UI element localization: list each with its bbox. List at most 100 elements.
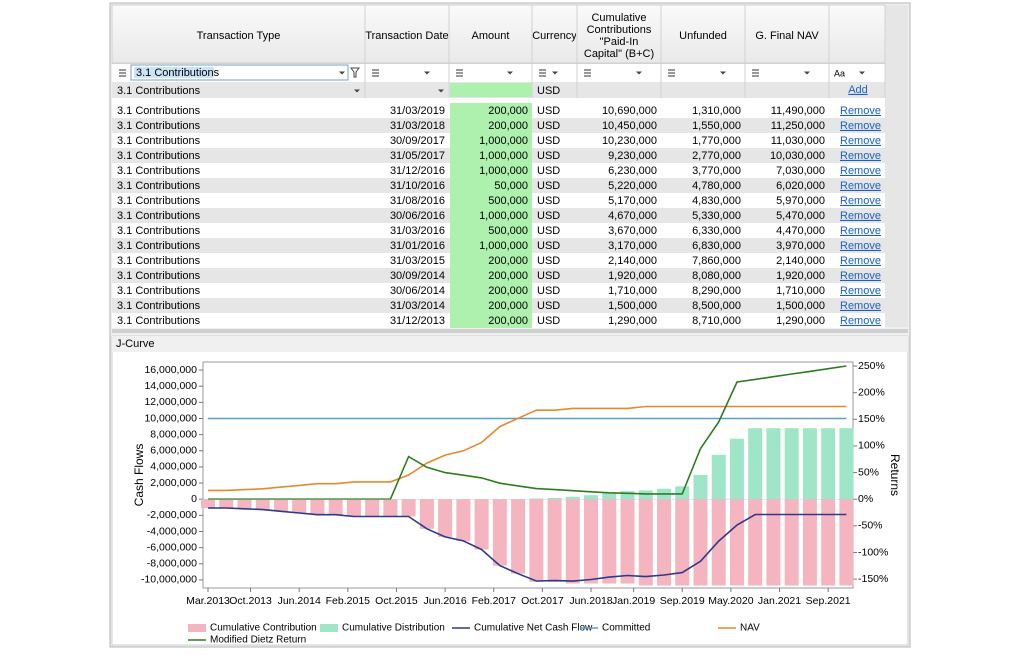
bar <box>602 492 617 500</box>
grid-cell: 3.1 Contributions <box>117 285 201 297</box>
grid-cell: 11,030,000 <box>771 135 825 147</box>
clear-filter-icon[interactable] <box>350 67 360 78</box>
bar <box>547 498 562 500</box>
y2-tick-label: 150% <box>858 413 885 425</box>
grid-cell: 31/03/2019 <box>390 105 445 117</box>
bar <box>584 495 599 500</box>
grid-cell: 9,230,000 <box>608 150 657 162</box>
x-tick-label: Oct.2015 <box>375 595 418 607</box>
bar <box>711 454 726 500</box>
grid-cell: 8,710,000 <box>692 315 741 327</box>
remove-link[interactable]: Remove <box>840 210 881 222</box>
bar <box>438 499 453 537</box>
grid-cell: 6,020,000 <box>776 180 825 192</box>
grid-cell: 50,000 <box>494 180 528 192</box>
bar <box>766 499 781 586</box>
remove-link[interactable]: Remove <box>840 270 881 282</box>
dropdown-arrow[interactable] <box>720 71 726 75</box>
bar <box>474 499 489 550</box>
remove-link[interactable]: Remove <box>840 300 881 312</box>
bar <box>802 499 817 586</box>
dropdown-arrow[interactable] <box>552 71 558 75</box>
line-series <box>208 507 847 582</box>
grid-cell: 3.1 Contributions <box>117 300 201 312</box>
dropdown-arrow[interactable] <box>339 71 345 75</box>
y-tick-label: 4,000,000 <box>150 461 197 473</box>
grid-cell: 200,000 <box>488 300 528 312</box>
dropdown-arrow[interactable] <box>424 71 430 75</box>
remove-link[interactable]: Remove <box>840 225 881 237</box>
remove-link[interactable]: Remove <box>840 195 881 207</box>
dropdown-arrow[interactable] <box>804 71 810 75</box>
grid-cell: 200,000 <box>488 105 528 117</box>
bar <box>346 499 361 517</box>
y2-tick-label: -50% <box>858 520 883 532</box>
grid-cell: 8,080,000 <box>692 270 741 282</box>
bar <box>456 499 471 541</box>
remove-link[interactable]: Remove <box>840 255 881 267</box>
x-tick-label: Oct.2013 <box>229 595 272 607</box>
bar <box>201 499 215 509</box>
remove-link[interactable]: Remove <box>840 240 881 252</box>
bar <box>729 438 744 500</box>
grid-cell: USD <box>537 240 560 252</box>
column-header: G. Final NAV <box>755 30 819 42</box>
grid-cell: USD <box>537 195 560 207</box>
grid-cell: 2,140,000 <box>776 255 825 267</box>
dropdown-arrow[interactable] <box>859 71 865 75</box>
bar <box>766 428 781 500</box>
legend-label: NAV <box>740 623 760 634</box>
column-header: Amount <box>472 30 510 42</box>
x-tick-label: Oct.2017 <box>521 595 564 607</box>
grid-cell: 1,770,000 <box>692 135 741 147</box>
add-link[interactable]: Add <box>848 84 868 96</box>
scrollbar[interactable] <box>885 5 908 327</box>
remove-link[interactable]: Remove <box>840 315 881 327</box>
x-tick-label: Sep.2021 <box>806 595 851 607</box>
y2-tick-label: 250% <box>858 360 885 372</box>
splitter[interactable] <box>112 329 908 333</box>
grid-cell: 1,920,000 <box>608 270 657 282</box>
grid-cell: 3.1 Contributions <box>117 135 201 147</box>
remove-link[interactable]: Remove <box>840 180 881 192</box>
remove-link[interactable]: Remove <box>840 135 881 147</box>
grid-cell: 30/06/2016 <box>390 210 445 222</box>
bar <box>748 428 763 500</box>
dropdown-arrow[interactable] <box>507 71 513 75</box>
remove-link[interactable]: Remove <box>840 285 881 297</box>
dropdown-arrow[interactable] <box>438 89 444 93</box>
bar <box>638 490 653 500</box>
amount-cell <box>450 313 532 328</box>
grid-cell: 1,710,000 <box>776 285 825 297</box>
grid-cell: 7,860,000 <box>692 255 741 267</box>
dropdown-arrow[interactable] <box>354 89 360 93</box>
grid-cell: USD <box>537 150 560 162</box>
remove-link[interactable]: Remove <box>840 165 881 177</box>
grid-cell: 2,140,000 <box>608 255 657 267</box>
legend-label: Cumulative Distribution <box>342 623 445 634</box>
y2-tick-label: -100% <box>858 546 888 558</box>
dropdown-arrow[interactable] <box>636 71 642 75</box>
grid-cell: 3.1 Contributions <box>117 210 201 222</box>
grid-cell: 31/12/2013 <box>390 315 445 327</box>
type-filter-text: 3.1 Contributions <box>136 67 220 79</box>
remove-link[interactable]: Remove <box>840 120 881 132</box>
grid-cell: 4,830,000 <box>692 195 741 207</box>
grid-cell: 1,000,000 <box>479 240 528 252</box>
grid-cell: 3,670,000 <box>608 225 657 237</box>
bar <box>693 475 708 500</box>
type-filter-selection <box>134 67 214 78</box>
grid-cell: USD <box>537 210 560 222</box>
grid-cell: 1,000,000 <box>479 210 528 222</box>
remove-link[interactable]: Remove <box>840 105 881 117</box>
grid-cell: 11,490,000 <box>771 105 825 117</box>
grid-cell: USD <box>537 285 560 297</box>
column-header: Transaction Date <box>365 30 448 42</box>
grid-cell: 30/06/2014 <box>390 285 445 297</box>
legend-label: Cumulative Contribution <box>210 623 317 634</box>
remove-link[interactable]: Remove <box>840 150 881 162</box>
grid-cell: 1,290,000 <box>608 315 657 327</box>
bar <box>839 428 854 500</box>
grid-cell: 7,030,000 <box>776 165 825 177</box>
